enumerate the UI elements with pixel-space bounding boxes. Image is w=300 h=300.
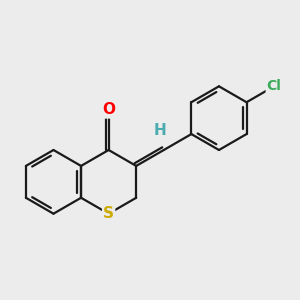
Text: O: O <box>102 102 115 117</box>
Text: H: H <box>154 123 167 138</box>
Text: Cl: Cl <box>267 79 281 93</box>
Text: S: S <box>103 206 114 221</box>
